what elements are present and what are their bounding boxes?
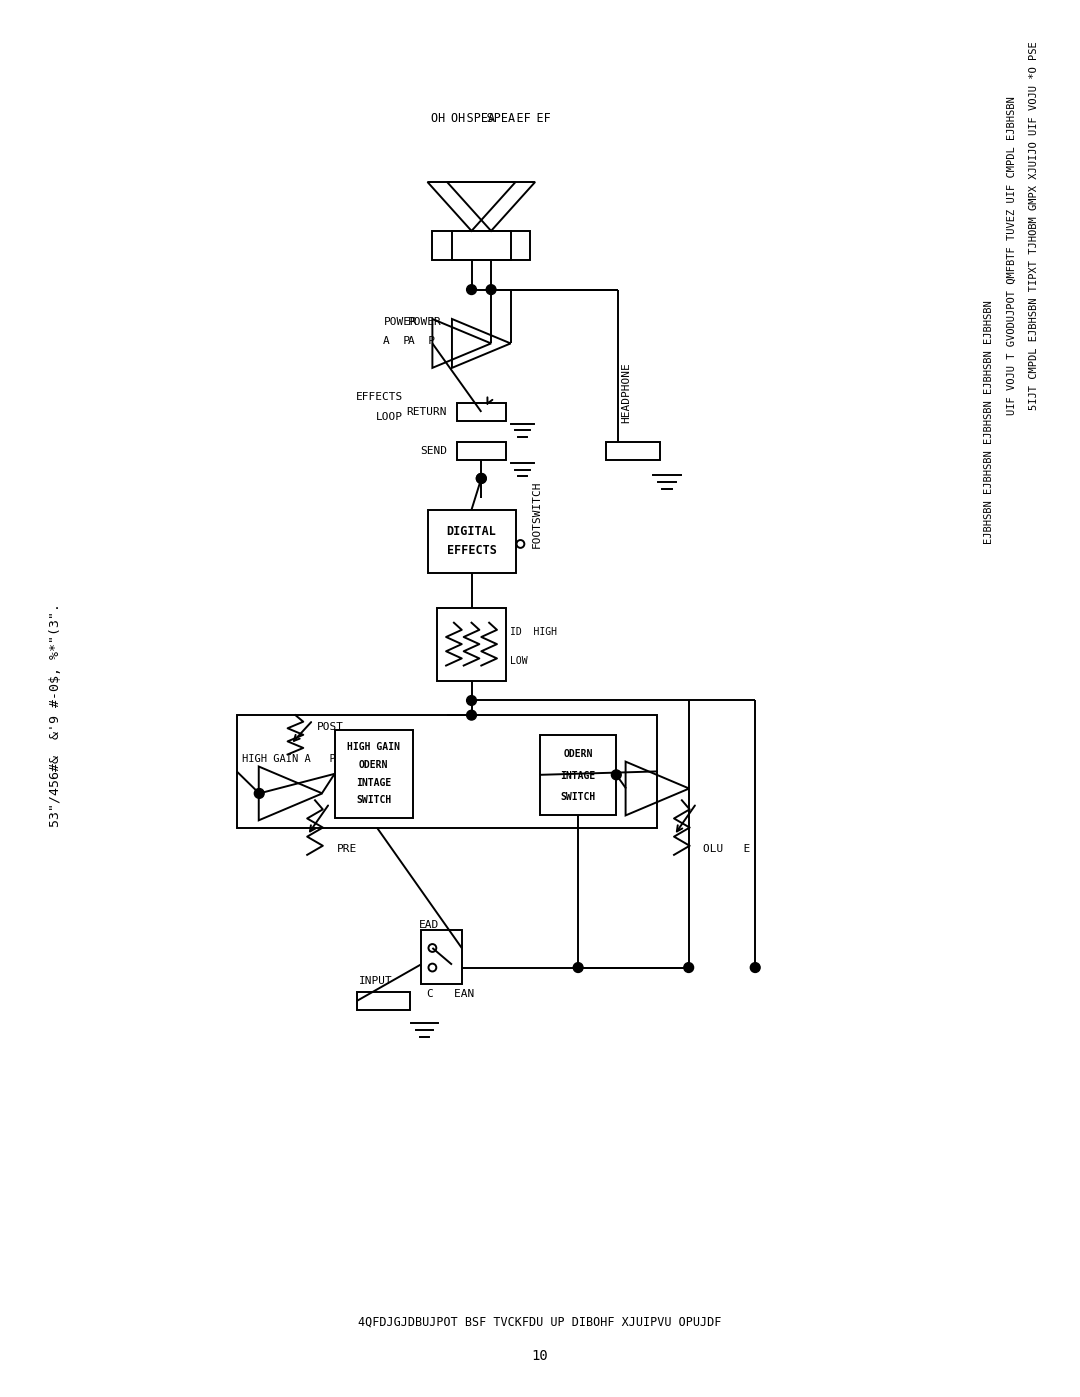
Circle shape [467,710,476,719]
Text: EFFECTS: EFFECTS [447,545,497,557]
Circle shape [255,788,265,798]
Bar [335,729,413,817]
Circle shape [486,285,496,295]
Text: C   EAN: C EAN [427,989,474,999]
Bar [428,510,515,573]
Text: ODERN: ODERN [564,749,593,760]
Bar [457,404,505,420]
Text: OH   SPEA   EF: OH SPEA EF [431,112,531,124]
Text: PRE: PRE [337,844,356,854]
Bar [432,231,511,260]
Text: FOOTSWITCH: FOOTSWITCH [532,481,542,549]
Text: A  P: A P [383,337,410,346]
Bar [437,608,505,680]
Text: INPUT: INPUT [359,977,392,986]
Text: INTAGE: INTAGE [356,778,391,788]
Text: SWITCH: SWITCH [561,792,596,802]
Text: POST: POST [316,722,343,732]
Circle shape [684,963,693,972]
Text: EFFECTS: EFFECTS [355,393,403,402]
Text: POWER: POWER [383,317,417,327]
Text: INTAGE: INTAGE [561,771,596,781]
Bar [457,443,505,460]
Text: 10: 10 [531,1350,549,1363]
Circle shape [611,770,621,780]
Text: A  P: A P [408,337,435,346]
Text: LOW: LOW [510,657,527,666]
Text: OLU   E: OLU E [703,844,751,854]
Text: ODERN: ODERN [359,760,389,770]
Text: RETURN: RETURN [406,407,447,416]
Text: EJBHSBN EJBHSBN EJBHSBN EJBHSBN EJBHSBN: EJBHSBN EJBHSBN EJBHSBN EJBHSBN EJBHSBN [984,300,994,543]
Text: LOOP: LOOP [376,412,403,422]
Circle shape [476,474,486,483]
Bar [356,992,410,1010]
Bar [540,735,617,814]
Text: SEND: SEND [420,446,447,455]
Bar [420,930,462,983]
Text: HEADPHONE: HEADPHONE [621,362,631,423]
Text: OH   SPEA   EF: OH SPEA EF [451,112,551,124]
Bar [606,443,660,460]
Circle shape [751,963,760,972]
Circle shape [476,474,486,483]
Circle shape [467,285,476,295]
Text: EAD: EAD [419,921,438,930]
Text: UIF VOJU T GVODUJPOT QMFBTF TUVEZ UIF CMPDL EJBHSBN: UIF VOJU T GVODUJPOT QMFBTF TUVEZ UIF CM… [1007,96,1016,415]
Text: DIGITAL: DIGITAL [447,525,497,538]
Text: 4QFDJGJDBUJPOT BSF TVCKFDU UP DIBOHF XJUIPVU OPUJDF: 4QFDJGJDBUJPOT BSF TVCKFDU UP DIBOHF XJU… [359,1315,721,1329]
Text: POWER: POWER [408,317,442,327]
Text: HIGH GAIN: HIGH GAIN [348,742,400,753]
Circle shape [467,696,476,705]
Text: ID  HIGH: ID HIGH [510,627,556,637]
Text: SWITCH: SWITCH [356,795,391,805]
Text: 53"/456#&  &'9 #-0$, %*"(3".: 53"/456#& &'9 #-0$, %*"(3". [50,604,63,827]
Bar [237,715,658,827]
Text: HIGH GAIN A   P: HIGH GAIN A P [242,754,336,764]
Text: 5IJT CMPDL EJBHSBN TIPXT TJHOBM GMPX XJUIJO UIF VOJU *O PSE: 5IJT CMPDL EJBHSBN TIPXT TJHOBM GMPX XJU… [1029,42,1039,411]
Bar [451,231,530,260]
Circle shape [573,963,583,972]
